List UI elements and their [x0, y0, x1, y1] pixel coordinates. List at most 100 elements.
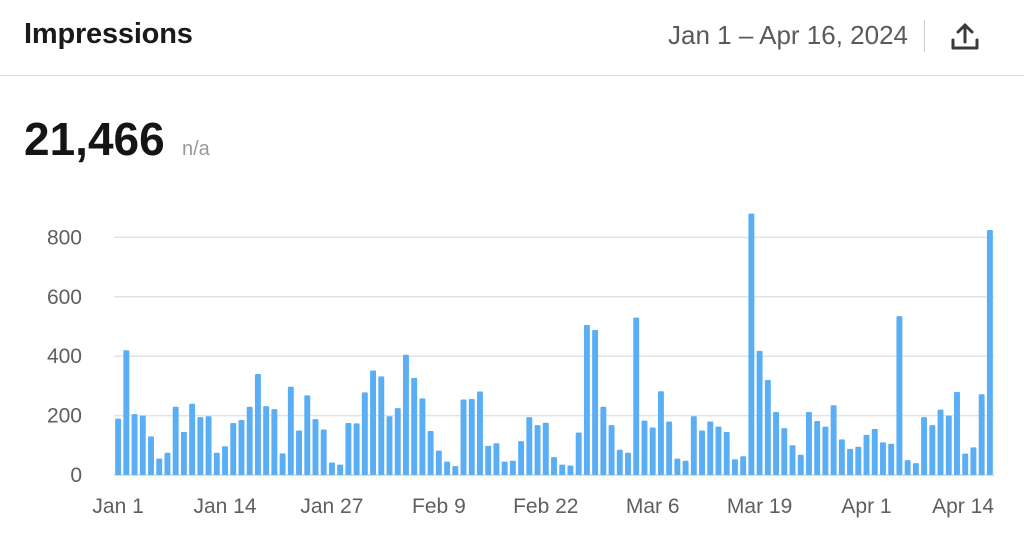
bar[interactable] — [403, 354, 409, 475]
bar[interactable] — [896, 316, 903, 475]
bar[interactable] — [131, 414, 138, 475]
bar[interactable] — [657, 391, 664, 475]
bar[interactable] — [838, 439, 845, 475]
bar[interactable] — [978, 394, 985, 475]
bar[interactable] — [279, 453, 286, 475]
bar[interactable] — [378, 376, 385, 475]
bar[interactable] — [534, 425, 541, 475]
bar[interactable] — [625, 452, 631, 475]
bar[interactable] — [929, 425, 936, 475]
bar[interactable] — [830, 405, 837, 475]
bar[interactable] — [822, 426, 829, 475]
bar[interactable] — [493, 443, 500, 475]
bar[interactable] — [682, 460, 689, 475]
bar[interactable] — [986, 229, 993, 475]
bar[interactable] — [509, 460, 516, 475]
bar[interactable] — [370, 370, 377, 475]
bar[interactable] — [912, 463, 919, 475]
bar[interactable] — [386, 416, 393, 475]
bar[interactable] — [707, 421, 714, 475]
bar[interactable] — [139, 415, 146, 475]
bar[interactable] — [394, 408, 401, 475]
bar[interactable] — [781, 428, 788, 475]
bar[interactable] — [715, 426, 722, 475]
bar[interactable] — [954, 391, 960, 475]
bar[interactable] — [542, 422, 549, 475]
bar[interactable] — [962, 453, 969, 475]
bar[interactable] — [855, 446, 862, 475]
bar[interactable] — [452, 466, 459, 475]
bar[interactable] — [871, 428, 878, 475]
bar[interactable] — [197, 417, 204, 475]
bar[interactable] — [246, 406, 253, 475]
bar[interactable] — [468, 398, 475, 475]
bar[interactable] — [518, 441, 525, 475]
bar[interactable] — [312, 419, 319, 475]
bar[interactable] — [435, 450, 442, 475]
bar[interactable] — [699, 430, 705, 475]
bar[interactable] — [213, 452, 220, 475]
bar[interactable] — [740, 456, 747, 475]
bar[interactable] — [353, 423, 360, 475]
bar[interactable] — [789, 445, 796, 475]
bar[interactable] — [411, 377, 418, 475]
bar[interactable] — [460, 399, 467, 475]
bar[interactable] — [814, 420, 821, 475]
bar[interactable] — [592, 330, 599, 475]
bar[interactable] — [797, 454, 804, 475]
bar[interactable] — [970, 447, 977, 475]
bar[interactable] — [156, 458, 163, 475]
bar[interactable] — [180, 431, 187, 475]
bar[interactable] — [271, 409, 278, 475]
bar[interactable] — [756, 350, 763, 475]
date-range-selector[interactable]: Jan 1 – Apr 16, 2024 — [668, 20, 908, 50]
bar[interactable] — [501, 461, 508, 475]
bar[interactable] — [172, 406, 179, 475]
bar[interactable] — [328, 462, 335, 475]
bar[interactable] — [164, 452, 171, 475]
bar[interactable] — [674, 458, 681, 475]
bar[interactable] — [945, 415, 952, 475]
bar[interactable] — [690, 416, 697, 475]
bar[interactable] — [863, 434, 870, 475]
bar[interactable] — [880, 442, 886, 475]
bar[interactable] — [888, 443, 895, 475]
bar[interactable] — [847, 448, 854, 475]
bar[interactable] — [526, 417, 533, 475]
bar[interactable] — [666, 421, 673, 475]
bar[interactable] — [337, 464, 344, 475]
bar[interactable] — [238, 420, 245, 475]
bar[interactable] — [123, 350, 130, 475]
bar[interactable] — [641, 420, 648, 475]
bar[interactable] — [419, 398, 426, 475]
bar[interactable] — [477, 391, 483, 475]
bar[interactable] — [551, 457, 557, 475]
bar[interactable] — [189, 403, 196, 475]
bar[interactable] — [937, 409, 944, 475]
bar[interactable] — [427, 431, 434, 475]
bar[interactable] — [616, 449, 623, 475]
bar[interactable] — [254, 374, 261, 475]
bar[interactable] — [583, 325, 590, 475]
bar[interactable] — [731, 459, 738, 475]
bar[interactable] — [444, 461, 451, 475]
bar[interactable] — [320, 429, 327, 475]
bar[interactable] — [263, 406, 270, 475]
bar[interactable] — [600, 406, 607, 475]
bar[interactable] — [575, 432, 582, 475]
bar[interactable] — [904, 460, 911, 475]
bar[interactable] — [723, 431, 730, 475]
bar[interactable] — [921, 417, 928, 475]
bar[interactable] — [485, 445, 492, 475]
bar[interactable] — [773, 412, 780, 475]
bar[interactable] — [608, 425, 615, 475]
bar[interactable] — [559, 464, 566, 475]
bar[interactable] — [748, 213, 755, 475]
bar[interactable] — [287, 386, 294, 475]
export-button[interactable] — [948, 20, 982, 54]
bar[interactable] — [148, 436, 154, 475]
bar[interactable] — [805, 412, 812, 475]
bar[interactable] — [115, 418, 122, 475]
bar[interactable] — [296, 430, 303, 475]
bar[interactable] — [567, 465, 574, 476]
